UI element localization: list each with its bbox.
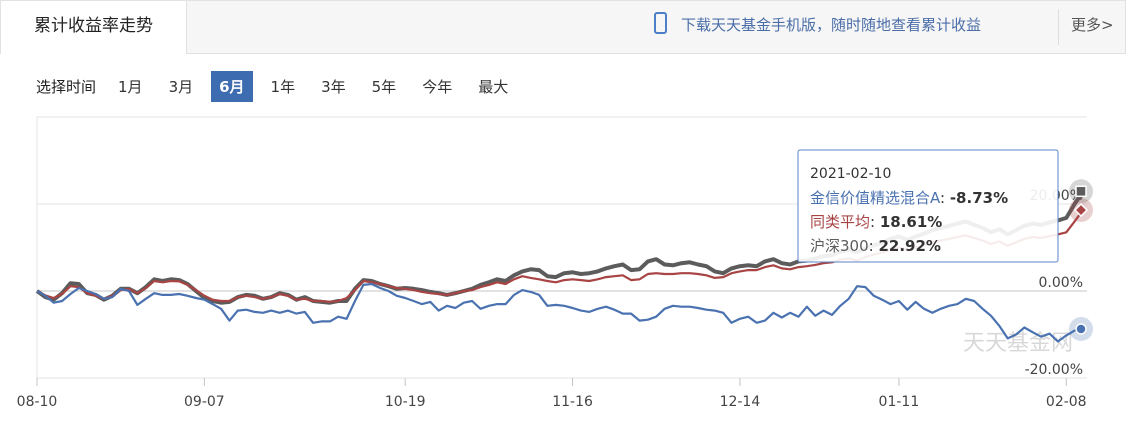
y-tick-label: -20.00%: [1025, 362, 1083, 378]
range-option[interactable]: 最大: [478, 77, 509, 96]
tooltip-sep: :: [870, 213, 880, 231]
range-selector: 选择时间 1月 3月 6月 1年 3年 5年 今年 最大: [36, 70, 526, 102]
end-marker: [1075, 185, 1087, 198]
x-tick-label: 10-19: [385, 394, 426, 410]
tooltip-box: [797, 149, 1059, 263]
end-marker: [1073, 202, 1089, 218]
tooltip-date: 2021-02-10: [810, 166, 891, 182]
more-link[interactable]: 更多>: [1071, 16, 1114, 34]
promo-link[interactable]: 下载天天基金手机版，随时随地查看累计收益: [681, 16, 982, 34]
tooltip-sep: :: [940, 189, 950, 207]
x-tick-label: 08-10: [17, 394, 58, 410]
tooltip-value: -8.73%: [950, 189, 1008, 207]
series-line: [36, 282, 1084, 343]
phone-icon: [654, 12, 667, 34]
tooltip-value: 18.61%: [880, 213, 942, 231]
tooltip-value: 22.92%: [878, 237, 940, 255]
tooltip-entry: 同类平均: 18.61%: [810, 213, 942, 231]
range-option[interactable]: 今年: [422, 77, 453, 96]
x-tick-label: 11-16: [552, 394, 593, 410]
x-tick-label: 02-08: [1046, 394, 1087, 410]
range-option[interactable]: 5年: [371, 77, 397, 96]
tooltip-sep: :: [869, 237, 879, 255]
tooltip-name: 金信价值精选混合A: [810, 189, 941, 207]
range-label: 选择时间: [36, 77, 97, 96]
x-tick-label: 09-07: [184, 394, 225, 410]
x-tick-label: 12-14: [720, 394, 761, 410]
tooltip-entry: 金信价值精选混合A: -8.73%: [810, 189, 1008, 207]
end-marker: [1075, 323, 1087, 335]
top-bar: 累计收益率走势 下载天天基金手机版，随时随地查看累计收益 更多>: [0, 0, 1126, 54]
range-option[interactable]: 1年: [270, 77, 296, 96]
range-option[interactable]: 3月: [168, 77, 194, 96]
separator: [1058, 9, 1059, 45]
range-option[interactable]: 1月: [118, 77, 143, 96]
range-option[interactable]: 3年: [321, 77, 346, 96]
tab[interactable]: 累计收益率走势: [1, 1, 187, 54]
tooltip-name: 同类平均: [810, 213, 870, 231]
range-option[interactable]: 6月: [211, 70, 253, 102]
y-tick-label: 0.00%: [1039, 275, 1083, 291]
tooltip-entry: 沪深300: 22.92%: [810, 237, 941, 255]
watermark: 天天基金网: [963, 331, 1073, 356]
x-tick-label: 01-11: [879, 394, 920, 410]
tooltip-name: 沪深300: [810, 237, 869, 255]
